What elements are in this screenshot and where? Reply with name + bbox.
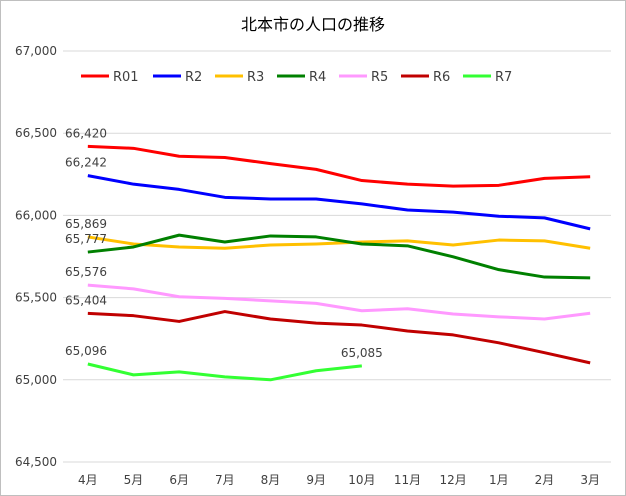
series-line-R7 xyxy=(87,362,362,382)
chart-title: 北本市の人口の推移 xyxy=(241,15,385,34)
y-tick-label: 65,500 xyxy=(15,291,57,305)
y-tick-label: 67,000 xyxy=(15,44,57,58)
data-label: 65,085 xyxy=(341,346,383,360)
series-line-R2 xyxy=(87,174,591,231)
data-label: 65,096 xyxy=(65,344,107,358)
legend-label-R4: R4 xyxy=(309,70,326,85)
x-tick-label: 7月 xyxy=(215,473,235,487)
data-label: 65,576 xyxy=(65,265,107,279)
x-tick-label: 10月 xyxy=(348,473,375,487)
legend-label-R7: R7 xyxy=(495,70,512,85)
x-tick-label: 6月 xyxy=(169,473,189,487)
x-tick-label: 9月 xyxy=(306,473,326,487)
x-tick-label: 2月 xyxy=(535,473,555,487)
legend-label-R3: R3 xyxy=(247,70,264,85)
legend-label-R6: R6 xyxy=(433,70,450,85)
y-tick-label: 66,000 xyxy=(15,208,57,222)
y-tick-label: 65,000 xyxy=(15,373,57,387)
x-tick-label: 1月 xyxy=(489,473,509,487)
data-label: 66,242 xyxy=(65,156,107,170)
data-label: 65,777 xyxy=(65,232,107,246)
series-line-R5 xyxy=(87,283,591,321)
data-label: 66,420 xyxy=(65,126,107,140)
series-line-R3 xyxy=(87,235,591,250)
legend-label-R5: R5 xyxy=(371,70,388,85)
data-label: 65,869 xyxy=(65,217,107,231)
x-tick-label: 12月 xyxy=(440,473,467,487)
series-line-R6 xyxy=(87,310,591,365)
x-tick-label: 3月 xyxy=(580,473,600,487)
series-line-R4 xyxy=(87,233,591,280)
legend-label-R2: R2 xyxy=(185,70,202,85)
x-tick-label: 8月 xyxy=(261,473,281,487)
x-tick-label: 11月 xyxy=(394,473,421,487)
series-line-R01 xyxy=(87,144,591,188)
y-tick-label: 64,500 xyxy=(15,455,57,469)
data-label: 65,404 xyxy=(65,293,107,307)
x-tick-label: 5月 xyxy=(124,473,144,487)
x-tick-label: 4月 xyxy=(78,473,98,487)
y-tick-label: 66,500 xyxy=(15,126,57,140)
legend-label-R01: R01 xyxy=(113,70,139,85)
